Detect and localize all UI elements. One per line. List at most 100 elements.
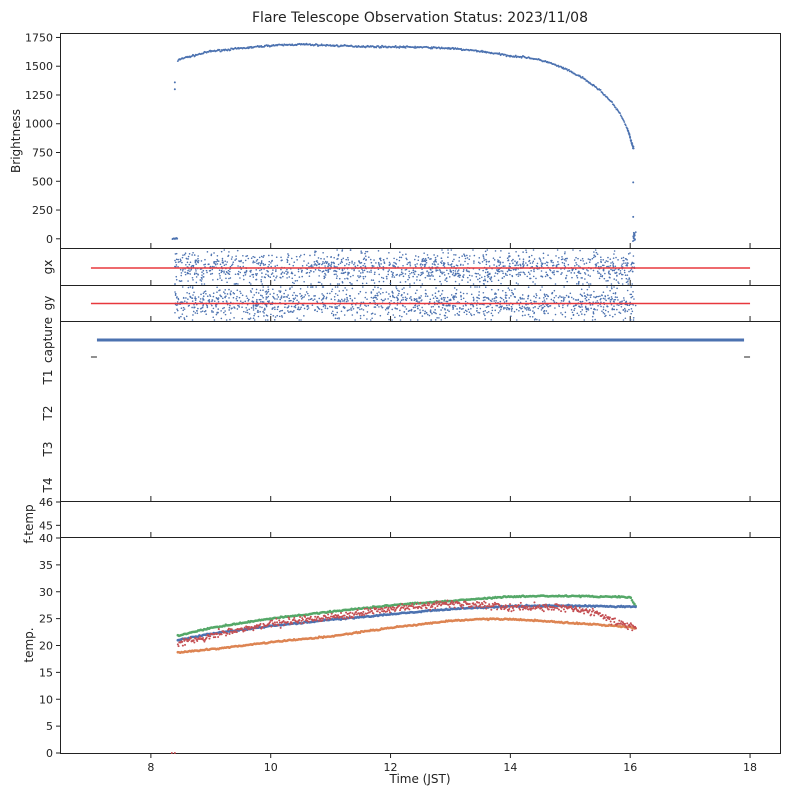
gx-point bbox=[192, 251, 194, 254]
gy-point bbox=[185, 297, 187, 299]
gx-point bbox=[576, 283, 578, 285]
gx-point bbox=[610, 262, 612, 264]
gy-point bbox=[453, 304, 455, 307]
gx-point bbox=[461, 279, 463, 281]
gx-point bbox=[288, 276, 291, 278]
gx-point bbox=[506, 274, 508, 277]
gy-point bbox=[316, 310, 319, 313]
gy-point bbox=[257, 315, 260, 318]
gy-point bbox=[523, 306, 526, 308]
gx-point bbox=[615, 279, 618, 281]
gy-point bbox=[562, 304, 564, 306]
gy-point bbox=[398, 315, 401, 317]
gx-point bbox=[410, 271, 413, 274]
gx-point bbox=[597, 265, 600, 268]
brightness-point bbox=[404, 46, 407, 49]
gx-point bbox=[563, 262, 566, 265]
gy-point bbox=[424, 292, 427, 295]
gy-point bbox=[217, 297, 220, 299]
gx-point bbox=[367, 256, 370, 258]
gx-point bbox=[561, 256, 563, 258]
gx-point bbox=[417, 273, 420, 276]
gx-point bbox=[484, 278, 486, 280]
gy-point bbox=[191, 319, 194, 321]
gx-point bbox=[454, 270, 457, 272]
gy-point bbox=[524, 307, 527, 310]
gy-point bbox=[228, 306, 231, 309]
gx-point bbox=[452, 269, 455, 272]
gy-point bbox=[387, 311, 390, 314]
gx-point bbox=[565, 277, 567, 280]
x-tick-label: 8 bbox=[147, 761, 154, 774]
gy-point bbox=[581, 295, 584, 297]
gy-point bbox=[546, 295, 549, 297]
gx-point bbox=[293, 261, 296, 264]
gx-point bbox=[248, 281, 251, 284]
gx-point bbox=[195, 259, 198, 262]
gy-point bbox=[523, 298, 525, 300]
gy-point bbox=[389, 295, 392, 298]
gx-point bbox=[272, 275, 275, 277]
gx-point bbox=[444, 279, 446, 281]
gy-point bbox=[485, 297, 488, 299]
gx-point bbox=[193, 273, 196, 276]
gx-point bbox=[607, 279, 609, 282]
gx-point bbox=[530, 254, 533, 257]
gy-point bbox=[334, 292, 337, 295]
gy-point bbox=[294, 294, 297, 297]
gx-point bbox=[260, 260, 263, 262]
gx-point bbox=[398, 274, 401, 277]
gx-point bbox=[560, 258, 563, 261]
gx-point bbox=[463, 254, 466, 257]
gy-point bbox=[606, 305, 608, 308]
gy-point bbox=[568, 300, 571, 303]
gx-point bbox=[538, 257, 541, 259]
gx-point bbox=[533, 258, 536, 260]
temp-point-red bbox=[205, 636, 208, 639]
gy-point bbox=[220, 295, 223, 298]
gx-point bbox=[536, 265, 539, 268]
gy-point bbox=[283, 292, 285, 295]
gy-point bbox=[484, 309, 487, 312]
gx-point bbox=[531, 262, 534, 264]
gy-point bbox=[456, 308, 458, 310]
gy-point bbox=[225, 319, 228, 321]
gx-point bbox=[457, 269, 460, 271]
gy-point bbox=[330, 290, 333, 293]
gy-point bbox=[487, 305, 490, 308]
gy-point bbox=[252, 309, 255, 311]
gy-point bbox=[405, 308, 408, 310]
gy-point bbox=[581, 309, 584, 311]
gx-point bbox=[485, 258, 487, 261]
gy-point bbox=[583, 319, 586, 321]
gy-point bbox=[476, 300, 478, 302]
brightness-point bbox=[611, 101, 614, 103]
gx-point bbox=[380, 276, 383, 279]
gx-point bbox=[201, 274, 203, 276]
temp-point-red bbox=[351, 612, 354, 615]
gy-point bbox=[391, 294, 394, 297]
gx-point bbox=[511, 274, 513, 277]
gx-point bbox=[314, 251, 316, 254]
gy-point bbox=[248, 308, 251, 311]
gy-point bbox=[351, 287, 354, 290]
gy-point bbox=[630, 312, 632, 315]
gy-point bbox=[322, 294, 325, 297]
gy-point bbox=[434, 309, 436, 311]
gy-point bbox=[409, 286, 411, 288]
gx-point bbox=[414, 264, 416, 266]
temp-point-red bbox=[360, 611, 363, 614]
gx-point bbox=[340, 258, 343, 261]
gy-point bbox=[524, 314, 526, 316]
temp-ytick-label: 25 bbox=[39, 613, 53, 626]
gx-point bbox=[260, 255, 263, 258]
gy-point bbox=[354, 297, 356, 300]
brightness-point bbox=[504, 53, 507, 56]
gy-point bbox=[436, 297, 439, 299]
gy-point bbox=[474, 286, 476, 288]
gy-point bbox=[483, 303, 485, 306]
gy-point bbox=[596, 300, 599, 302]
gx-point bbox=[453, 254, 455, 256]
brightness-point bbox=[630, 139, 633, 142]
gy-point bbox=[199, 300, 201, 303]
